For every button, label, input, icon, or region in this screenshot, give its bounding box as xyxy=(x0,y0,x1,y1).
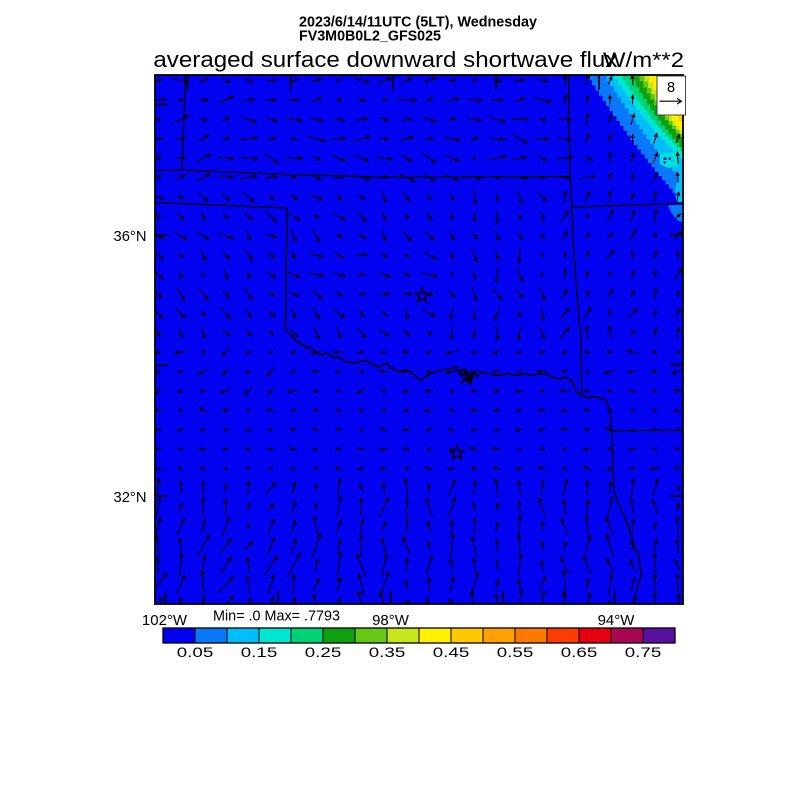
svg-text:0.75: 0.75 xyxy=(625,645,662,660)
svg-text:36°N: 36°N xyxy=(114,228,147,245)
svg-text:0.05: 0.05 xyxy=(177,645,214,660)
svg-text:8: 8 xyxy=(667,80,675,96)
svg-text:FV3M0B0L2_GFS025: FV3M0B0L2_GFS025 xyxy=(299,29,441,45)
svg-text:Min= .0 Max= .7793: Min= .0 Max= .7793 xyxy=(213,608,340,625)
svg-text:0.25: 0.25 xyxy=(305,645,342,660)
svg-text:W/m**2: W/m**2 xyxy=(603,49,684,72)
svg-text:0.35: 0.35 xyxy=(369,645,406,660)
svg-text:0.15: 0.15 xyxy=(241,645,278,660)
svg-text:102°W: 102°W xyxy=(142,612,188,629)
svg-text:0.45: 0.45 xyxy=(433,645,470,660)
svg-text:averaged surface downward shor: averaged surface downward shortwave flux xyxy=(153,47,617,72)
svg-text:94°W: 94°W xyxy=(598,612,636,629)
svg-text:0.55: 0.55 xyxy=(497,645,534,660)
svg-text:98°W: 98°W xyxy=(372,612,410,629)
svg-text:32°N: 32°N xyxy=(114,489,147,506)
svg-text:0.65: 0.65 xyxy=(561,645,598,660)
svg-text:2023/6/14/11UTC (5LT), Wednesd: 2023/6/14/11UTC (5LT), Wednesday xyxy=(299,15,537,31)
